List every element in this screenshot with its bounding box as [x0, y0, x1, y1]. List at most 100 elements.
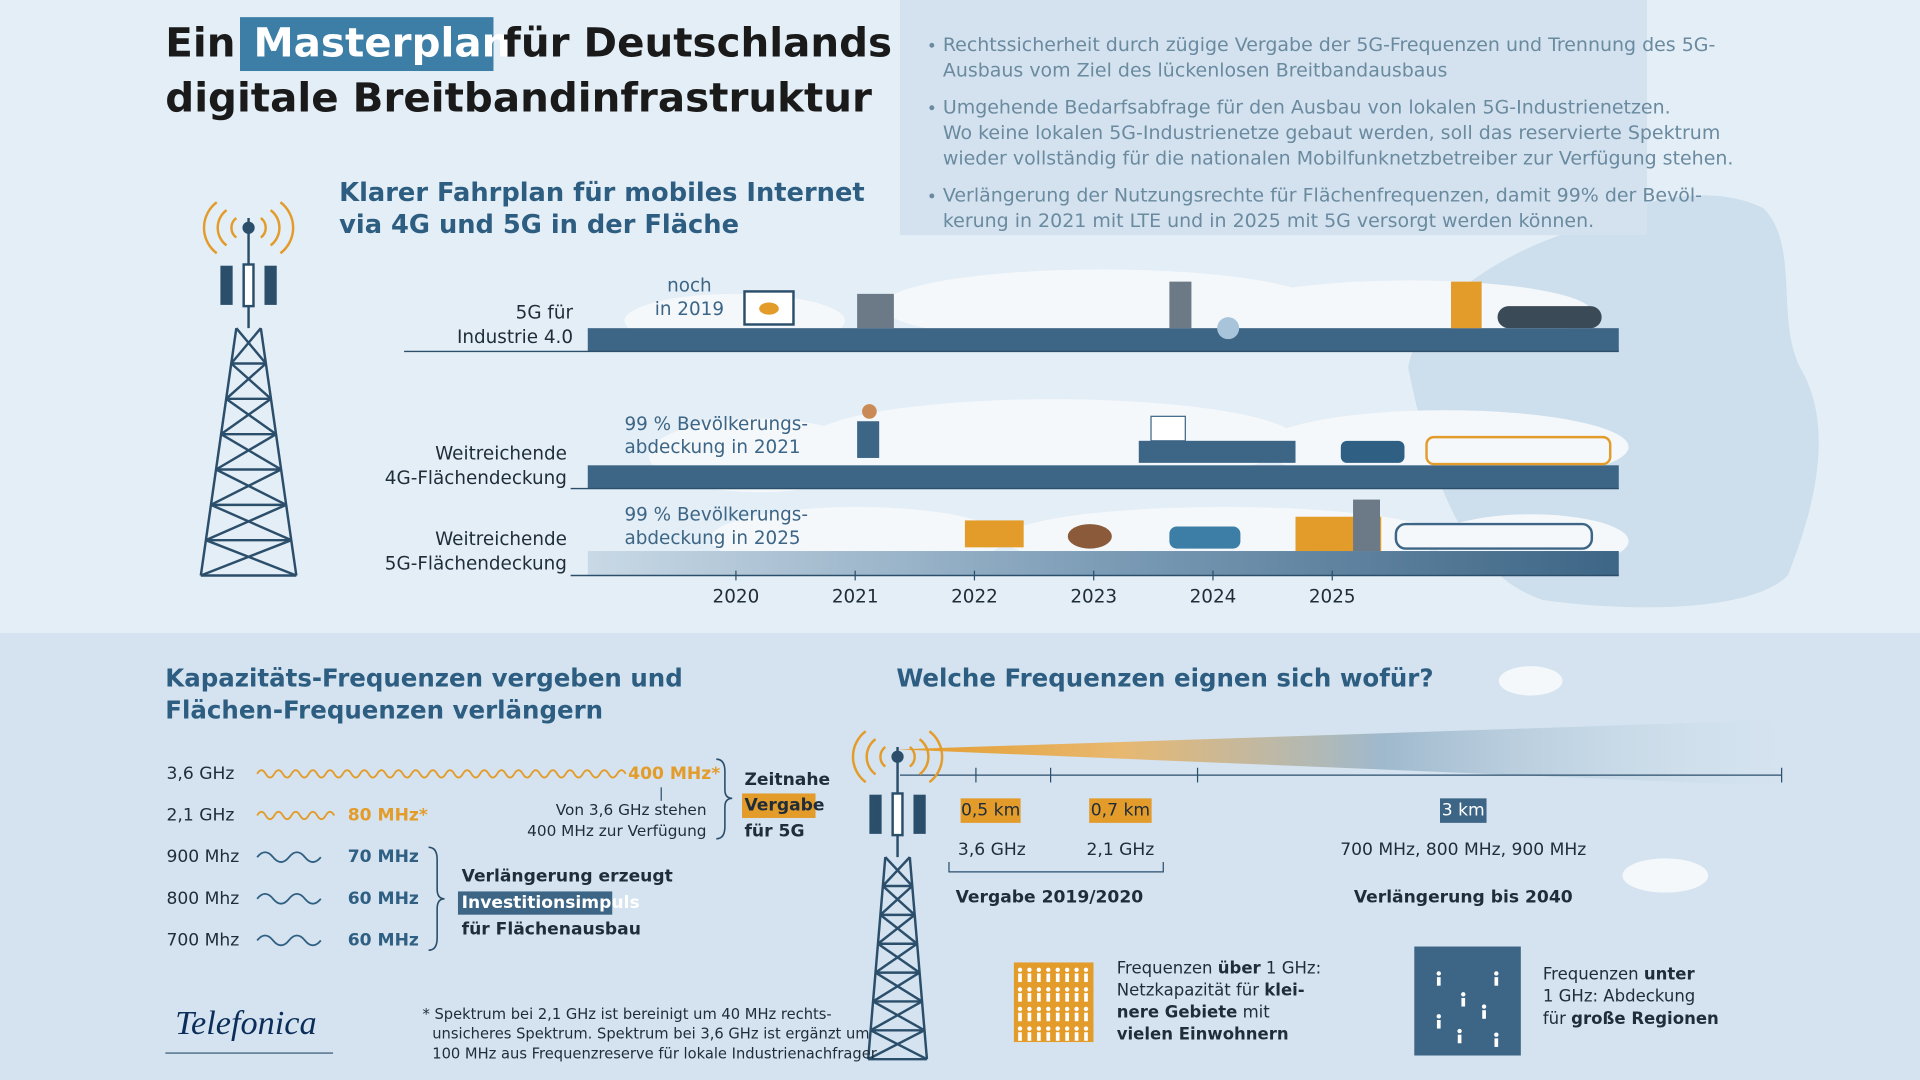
footnote: 100 MHz aus Frequenzreserve für lokale I…: [432, 1045, 878, 1062]
footnote: * Spektrum bei 2,1 GHz ist bereinigt um …: [422, 1006, 831, 1023]
person-icon: [1027, 1032, 1032, 1041]
legend-segment: unter: [1644, 964, 1696, 983]
legend-segment: klei-: [1264, 980, 1304, 999]
band-4g: [587, 465, 1619, 489]
person-icon: [1481, 1004, 1487, 1009]
year-label: 2021: [832, 587, 879, 608]
bullet-text: Verlängerung der Nutzungsrechte für Fläc…: [943, 184, 1702, 206]
section-title: Kapazitäts-Frequenzen vergeben und: [165, 664, 682, 693]
person-icon: [1055, 973, 1060, 983]
distance-label: 3 km: [1442, 801, 1485, 821]
legend-segment: mit: [1237, 1002, 1270, 1021]
bullet-text: Rechtssicherheit durch zügige Vergabe de…: [943, 34, 1715, 56]
group-label: für Flächenausbau: [462, 919, 641, 939]
tower-brace: [879, 913, 918, 945]
section-title: via 4G und 5G in der Fläche: [339, 210, 739, 240]
antenna: [913, 794, 926, 834]
person-icon: [1027, 1026, 1032, 1031]
signal-wave: [279, 201, 295, 255]
section-title: Welche Frequenzen eignen sich wofür?: [896, 664, 1433, 693]
person-icon: [1461, 997, 1466, 1007]
award-bracket: [948, 862, 1164, 873]
tower-brace: [874, 942, 918, 974]
tower-brace: [872, 971, 921, 1003]
person-icon: [1482, 1010, 1486, 1019]
bottom-background: [0, 633, 1920, 1080]
row-label: Industrie 4.0: [457, 327, 573, 348]
frequency-wave: [256, 851, 322, 863]
person-icon: [1037, 993, 1041, 1002]
person-icon: [1027, 973, 1032, 983]
tower-leg: [259, 327, 298, 576]
person-icon: [1436, 971, 1441, 976]
legend-segment: vielen Einwohnern: [1117, 1024, 1289, 1043]
tower-brace: [200, 539, 292, 577]
bullet-text: Umgehende Bedarfsabfrage für den Ausbau …: [943, 96, 1671, 118]
group-label: Vergabe: [744, 796, 824, 816]
person-icon: [1074, 1026, 1079, 1031]
person-icon: [1065, 1032, 1069, 1041]
person-icon: [1436, 977, 1441, 986]
row-label: 5G für: [516, 302, 574, 323]
person-icon: [1494, 1032, 1499, 1037]
person-icon: [1027, 967, 1032, 972]
person-icon: [1064, 967, 1070, 972]
person-icon: [1027, 993, 1032, 1002]
person-icon: [1065, 1012, 1069, 1022]
legend-text: Netzkapazität für klei-: [1117, 980, 1305, 999]
band-label: 3,6 GHz: [167, 764, 235, 784]
signal-wave: [259, 216, 267, 239]
person-icon: [1055, 1026, 1060, 1031]
bullet-dot: [929, 105, 935, 111]
row-note: in 2019: [655, 299, 724, 320]
person-icon: [1036, 987, 1042, 992]
title-highlight: [240, 17, 494, 72]
person-icon: [1065, 973, 1069, 983]
title-text: digitale Breitbandinfrastruktur: [165, 73, 872, 121]
distance-box: [960, 798, 1021, 823]
tower: [199, 201, 298, 577]
person-icon: [1084, 973, 1088, 983]
tower-brace: [870, 1000, 923, 1032]
band-label: 800 Mhz: [167, 889, 240, 909]
legend-segment: nere Gebiete: [1117, 1002, 1238, 1021]
person-icon: [1018, 973, 1022, 983]
year-label: 2024: [1190, 587, 1237, 608]
brace: [428, 846, 445, 951]
row-label: Weitreichende: [435, 529, 567, 550]
year-label: 2022: [951, 587, 998, 608]
tower-brace: [230, 362, 272, 400]
person-icon: [1083, 967, 1089, 972]
signal-wave: [865, 738, 877, 776]
frequency-wave: [256, 892, 322, 905]
group-label: für 5G: [744, 821, 804, 841]
legend-segment: für: [1543, 1008, 1571, 1027]
frequency-wave: [256, 769, 627, 779]
tower-brace: [879, 885, 914, 916]
signal-wave: [908, 745, 916, 768]
person-icon: [1436, 1014, 1441, 1019]
person-icon: [1017, 1026, 1023, 1031]
person-icon: [1064, 1026, 1070, 1031]
signal-wave: [230, 216, 238, 239]
person-icon: [1055, 1012, 1060, 1022]
person-icon: [1037, 1012, 1041, 1022]
title-text: für Deutschlands: [503, 18, 892, 66]
range-ticks: [975, 767, 1783, 783]
row-label: 4G-Flächendeckung: [385, 468, 567, 489]
distance-box: [1089, 798, 1152, 823]
group-label: Verlängerung bis 2040: [1354, 888, 1573, 908]
row-label: Weitreichende: [435, 443, 567, 464]
person-icon: [1018, 1032, 1022, 1041]
bullet-text: wieder vollständig für die nationalen Mo…: [943, 148, 1734, 170]
person-icon: [1055, 993, 1060, 1002]
person-icon: [1084, 1012, 1088, 1022]
group-label: Verlängerung erzeugt: [462, 867, 673, 887]
person-icon: [1457, 1028, 1462, 1034]
tower-brace: [215, 468, 287, 506]
person-icon: [1027, 1006, 1032, 1012]
person-icon: [1074, 987, 1079, 992]
signal-wave: [851, 730, 867, 784]
band-industry: [587, 328, 1619, 352]
